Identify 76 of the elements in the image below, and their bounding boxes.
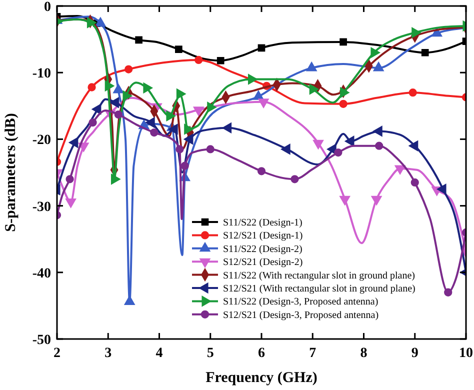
point	[222, 122, 232, 134]
point	[166, 110, 176, 122]
point	[194, 56, 203, 64]
point	[143, 82, 153, 94]
point	[66, 198, 76, 208]
x-tick-label: 8	[360, 346, 368, 361]
point	[375, 142, 384, 150]
point	[281, 144, 290, 154]
point	[176, 145, 184, 154]
y-axis-title: S-parameters (dB)	[3, 113, 19, 232]
point	[371, 196, 382, 206]
point	[86, 17, 96, 28]
legend-label: S11/S22 (Design-1)	[223, 218, 302, 228]
point	[258, 98, 269, 108]
x-tick-label: 7	[309, 346, 316, 361]
point	[373, 126, 382, 137]
point	[206, 145, 214, 154]
point	[340, 38, 347, 46]
legend-label: S11/S22 (Design-2)	[223, 244, 302, 255]
point	[408, 140, 418, 152]
point	[88, 118, 97, 127]
x-tick-label: 10	[459, 346, 473, 361]
x-tick-label: 6	[258, 346, 265, 361]
point	[135, 36, 142, 44]
point	[290, 175, 299, 184]
point	[66, 175, 74, 184]
point	[104, 80, 114, 92]
point	[339, 100, 348, 108]
legend-label: S11/S22 (With rectangular slot in ground plane)	[223, 270, 415, 282]
point	[344, 136, 354, 147]
legend-label: S12/S21 (Design-1)	[223, 230, 303, 242]
point	[88, 83, 96, 92]
y-tick-label: -20	[32, 133, 51, 148]
legend-label: S12/S21 (With rectangular slot in ground plane)	[223, 284, 416, 294]
y-tick-label: -10	[32, 66, 51, 82]
point	[180, 162, 189, 170]
legend-label: S11/S22 (Design-3, Proposed antenna)	[223, 296, 378, 308]
point	[122, 90, 132, 102]
point	[257, 167, 266, 176]
point	[444, 288, 452, 296]
point	[340, 196, 350, 206]
point	[95, 17, 106, 27]
point	[193, 106, 204, 116]
point	[114, 110, 122, 119]
point	[113, 84, 124, 94]
x-axis-title: Frequency (GHz)	[206, 370, 318, 386]
point	[175, 46, 182, 53]
point	[410, 178, 419, 187]
point	[110, 174, 120, 184]
x-tick-label: 5	[206, 346, 214, 361]
point	[408, 88, 417, 97]
point	[248, 74, 258, 85]
y-tick-label: 0	[44, 0, 51, 15]
y-tick-label: -50	[32, 333, 51, 348]
point	[207, 102, 216, 113]
legend-label: S12/S21 (Design-2)	[223, 257, 303, 268]
point	[184, 124, 194, 135]
legend-label: S12/S21 (Design-3, Proposed antenna)	[223, 310, 379, 321]
point	[216, 56, 224, 64]
point	[394, 165, 406, 175]
point	[373, 62, 384, 72]
point	[176, 88, 186, 100]
y-tick-label: -40	[32, 266, 51, 282]
point	[436, 184, 446, 194]
point	[312, 140, 324, 150]
point	[150, 128, 158, 137]
x-tick-label: 4	[156, 346, 163, 361]
point	[421, 48, 429, 56]
y-tick-label: -30	[32, 200, 51, 215]
x-tick-label: 9	[411, 346, 418, 361]
point	[334, 148, 342, 157]
point	[124, 65, 133, 74]
x-tick-label: 2	[54, 346, 60, 361]
point	[258, 44, 266, 52]
point	[306, 62, 317, 72]
x-tick-label: 3	[104, 346, 112, 361]
